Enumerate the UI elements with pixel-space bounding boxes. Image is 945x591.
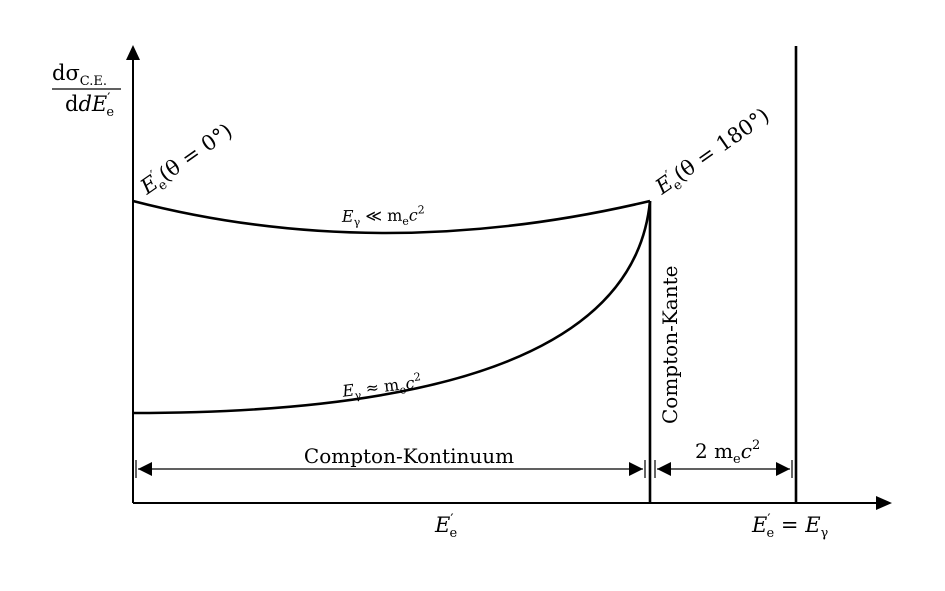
curve-high-energy (132, 200, 652, 415)
label-two-mec2: 2 mec2 (695, 438, 760, 467)
y-axis-arrowhead (126, 45, 140, 60)
label-curve-high: Eγ ≈ mec2 (340, 370, 423, 404)
label-compton-continuum: Compton-Kontinuum (304, 444, 514, 468)
continuum-arrow-left (138, 462, 152, 476)
x-axis-arrowhead (876, 496, 892, 510)
x-axis-end-label: E′ e = Eγ (751, 512, 829, 541)
gap-arrow-left (657, 462, 671, 476)
label-theta-180: E′e(θ = 180°) (650, 102, 776, 202)
gap-arrow-right (776, 462, 790, 476)
label-compton-edge: Compton-Kante (658, 266, 682, 424)
x-axis-label: E′ e (434, 512, 458, 541)
label-theta-0: E′e(θ = 0°) (135, 118, 239, 203)
continuum-arrow-right (629, 462, 643, 476)
curve-low-energy (132, 199, 651, 235)
y-label-numerator: dσC.E. (52, 61, 107, 89)
y-label-denominator: ddE′ e (65, 91, 114, 120)
label-curve-low: Eγ ≪ mec2 (341, 203, 425, 228)
